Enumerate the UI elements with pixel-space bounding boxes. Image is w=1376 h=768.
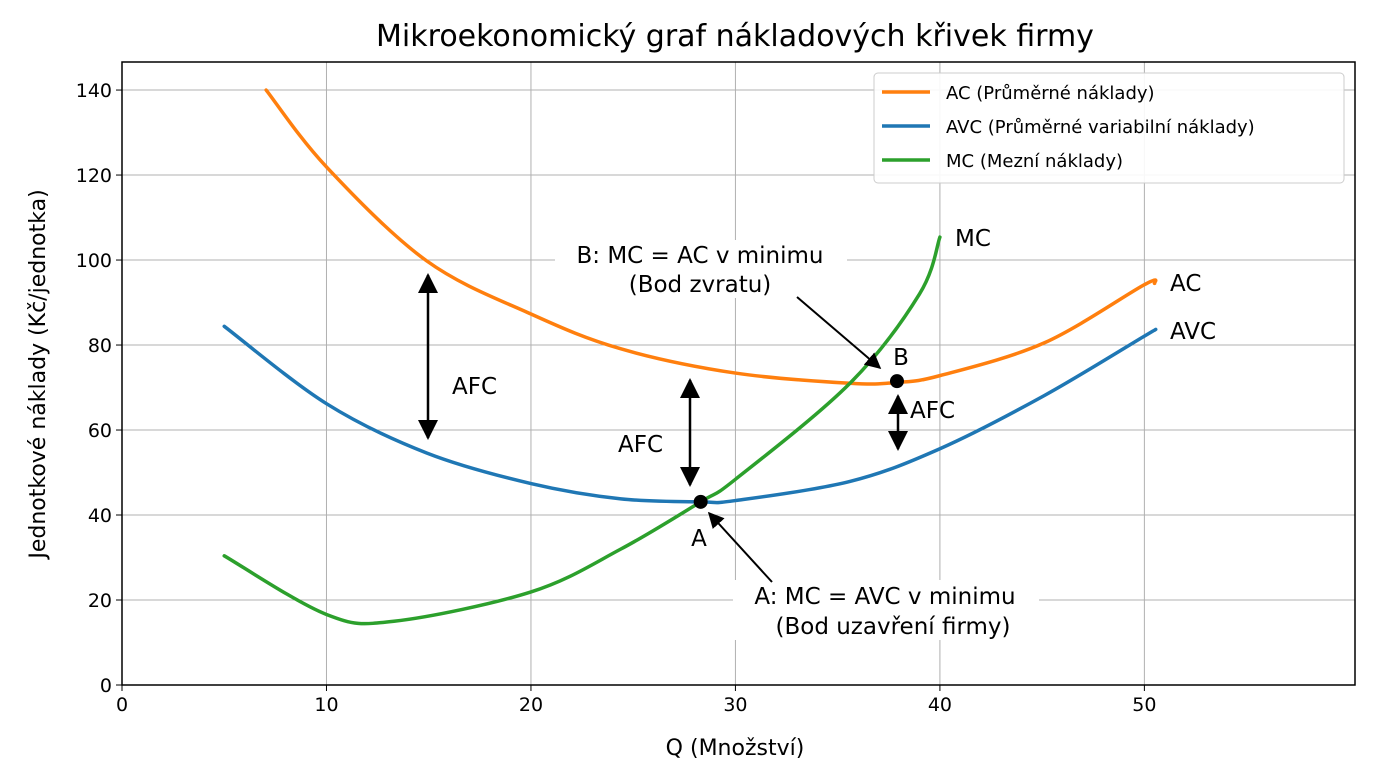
x-axis-label: Q (Množství) — [666, 736, 805, 761]
legend-ac: AC (Průměrné náklady) — [946, 83, 1155, 104]
x-tick-label: 30 — [723, 694, 747, 716]
x-tick-label: 0 — [116, 694, 128, 716]
key-points — [693, 374, 904, 509]
annotation-b-line2: (Bod zvratu) — [629, 272, 772, 298]
avc-curve — [222, 324, 1158, 505]
legend-avc: AVC (Průměrné variabilní náklady) — [946, 117, 1255, 138]
afc-label-1: AFC — [452, 374, 497, 400]
annotation-b-arrow — [796, 296, 882, 370]
y-tick-label: 140 — [76, 80, 112, 102]
avc-end-label: AVC — [1170, 319, 1216, 345]
chart-title: Mikroekonomický graf nákladových křivek … — [376, 19, 1094, 54]
annotation-a-line1: A: MC = AVC v minimu — [754, 584, 1015, 610]
y-tick-label: 120 — [76, 165, 112, 187]
annotation-a-box — [733, 580, 1039, 640]
x-tick-label: 10 — [314, 694, 338, 716]
ac-curve — [264, 88, 1158, 386]
x-tick-label: 20 — [519, 694, 543, 716]
mc-end-label: MC — [955, 226, 991, 252]
plot-frame — [121, 61, 1356, 686]
point-b-marker — [889, 374, 904, 389]
y-tick-label: 80 — [88, 335, 112, 357]
annotation-b-line1: B: MC = AC v minimu — [576, 243, 823, 269]
ac-end-label: AC — [1170, 271, 1201, 297]
y-tick-label: 40 — [88, 505, 112, 527]
point-a-label: A — [691, 526, 707, 552]
y-tick-label: 20 — [88, 590, 112, 612]
annotation-b-box — [555, 240, 847, 298]
y-tick-label: 60 — [88, 420, 112, 442]
annotation-a-line2: (Bod uzavření firmy) — [776, 614, 1011, 640]
y-tick-label: 100 — [76, 250, 112, 272]
y-axis-label: Jednotkové náklady (Kč/jednotka) — [26, 189, 51, 560]
point-a-marker — [693, 494, 708, 509]
x-tick-label: 40 — [928, 694, 952, 716]
legend: AC (Průměrné náklady) AVC (Průměrné vari… — [873, 72, 1345, 184]
afc-label-3: AFC — [910, 398, 955, 424]
y-tick-label: 0 — [100, 675, 112, 697]
axis-ticks: 0 10 20 30 40 50 0 20 40 60 80 100 120 140 — [76, 80, 1157, 716]
legend-mc: MC (Mezní náklady) — [946, 151, 1123, 172]
afc-label-2: AFC — [618, 432, 663, 458]
annotation-a-arrow — [707, 511, 773, 583]
x-tick-label: 50 — [1132, 694, 1156, 716]
point-b-label: B — [893, 345, 909, 371]
